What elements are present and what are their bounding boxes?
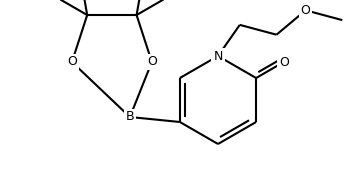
Text: O: O: [147, 55, 157, 68]
Text: B: B: [126, 111, 134, 123]
Text: O: O: [279, 55, 289, 69]
Text: O: O: [67, 55, 77, 68]
Text: O: O: [301, 4, 310, 17]
Text: N: N: [213, 50, 223, 62]
